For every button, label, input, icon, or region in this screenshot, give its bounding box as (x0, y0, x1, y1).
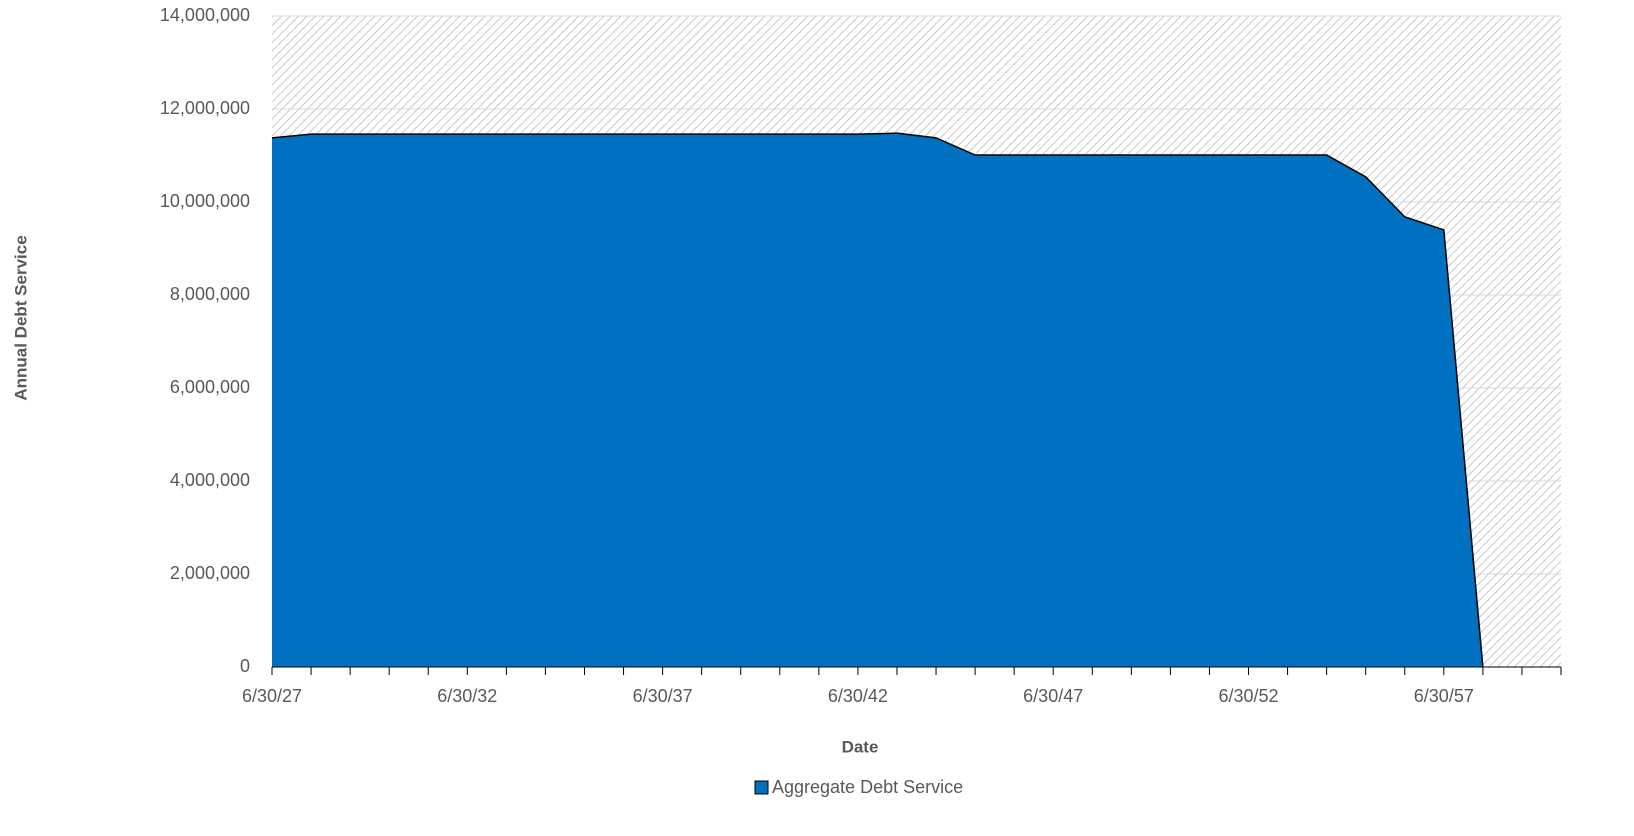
x-axis-title: Date (842, 737, 879, 756)
y-tick-label: 2,000,000 (170, 563, 250, 583)
y-tick-label: 10,000,000 (160, 191, 250, 211)
y-tick-label: 6,000,000 (170, 377, 250, 397)
y-tick-label: 0 (240, 656, 250, 676)
x-tick-label: 6/30/27 (242, 686, 302, 706)
x-tick-label: 6/30/57 (1414, 686, 1474, 706)
area (272, 133, 1483, 667)
y-axis-title: Annual Debt Service (11, 235, 30, 400)
y-tick-label: 14,000,000 (160, 5, 250, 25)
x-tick-label: 6/30/37 (633, 686, 693, 706)
x-tick-label: 6/30/32 (437, 686, 497, 706)
area-outline (271, 132, 1484, 668)
y-tick-label: 12,000,000 (160, 98, 250, 118)
x-tick-label: 6/30/42 (828, 686, 888, 706)
x-tick-label: 6/30/52 (1218, 686, 1278, 706)
x-tick-label: 6/30/47 (1023, 686, 1083, 706)
y-tick-label: 8,000,000 (170, 284, 250, 304)
legend-label: Aggregate Debt Service (772, 777, 963, 797)
y-tick-label: 4,000,000 (170, 470, 250, 490)
legend-swatch (754, 780, 769, 795)
